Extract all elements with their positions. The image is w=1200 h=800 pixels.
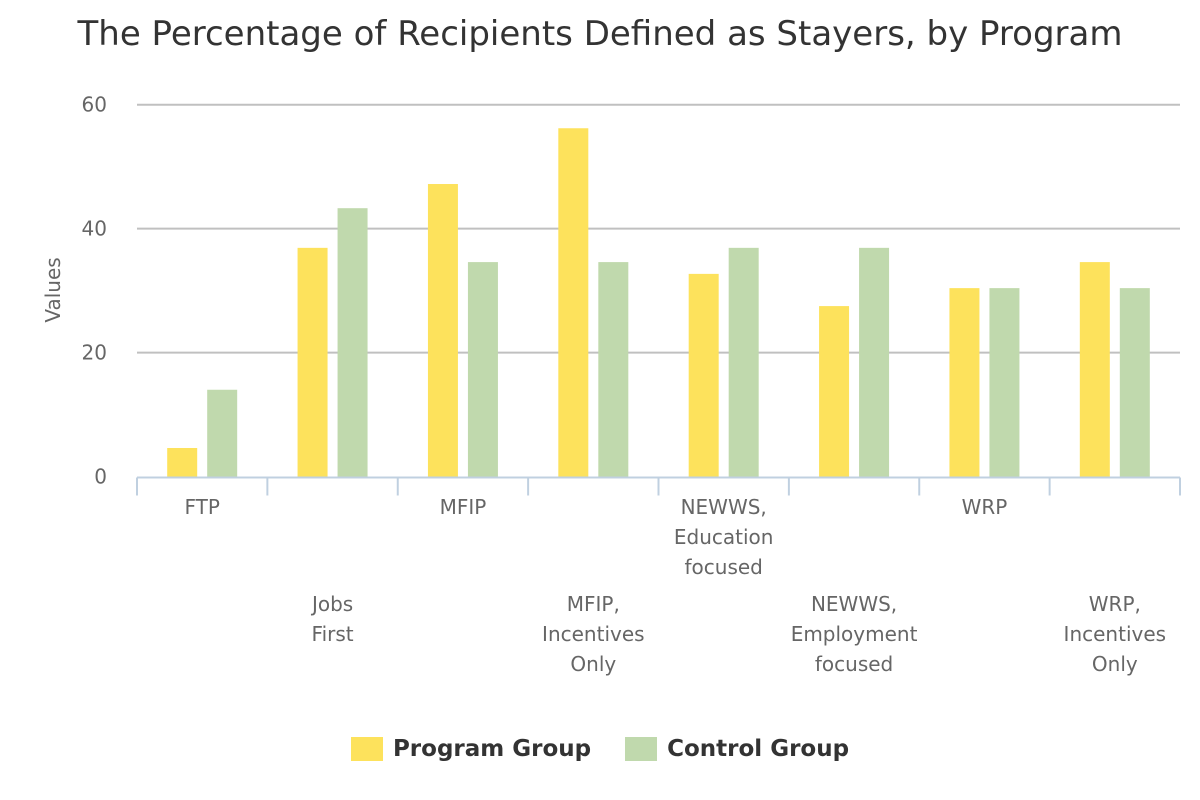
y-tick-label: 0 [94,465,107,489]
y-axis-label: Values [41,257,65,322]
bar-control [337,208,368,477]
x-category-label: WRP [962,495,1008,519]
y-tick-label: 60 [82,93,107,117]
bar-control [467,262,498,477]
bar-control [859,247,890,477]
bar-program [949,288,980,477]
bar-program [1079,262,1110,477]
bar-control [207,389,238,477]
x-category-label: NEWWS, Employment focused [791,592,918,676]
bar-control [1119,288,1150,477]
x-category-label: WRP, Incentives Only [1064,592,1167,676]
y-tick-label: 40 [82,217,107,241]
x-category-label: NEWWS, Education focused [674,495,774,579]
legend-item-control-group[interactable]: Control Group [625,736,849,762]
legend-swatch-control [625,737,658,761]
bar-program [819,306,850,477]
legend-swatch-program [350,737,383,761]
bar-program [167,447,198,477]
bar-program [427,184,458,477]
x-category-label: MFIP [440,495,487,519]
bar-control [598,262,629,477]
chart-title: The Percentage of Recipients Defined as … [77,14,1123,54]
x-category-label: Jobs First [310,592,354,646]
x-category-label: FTP [184,495,219,519]
bar-control [728,247,759,477]
legend-label-program: Program Group [392,736,592,762]
bar-control [989,288,1020,477]
bar-program [688,273,719,477]
x-category-label: MFIP, Incentives Only [542,592,645,676]
legend-item-program-group[interactable]: Program Group [350,736,592,762]
legend: Program Group Control Group [0,736,1200,762]
legend-label-control: Control Group [667,736,850,762]
bar-program [297,247,328,477]
y-tick-label: 20 [82,341,107,365]
bar-program [558,128,589,477]
